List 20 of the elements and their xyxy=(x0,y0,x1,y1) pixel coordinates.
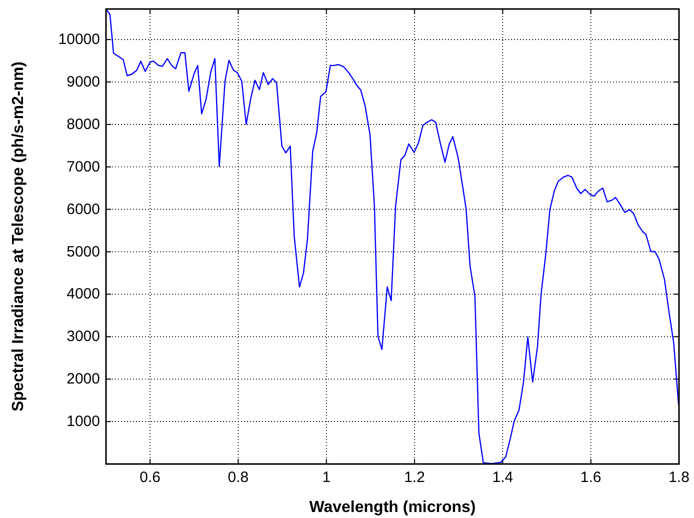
y-tick-label: 7000 xyxy=(66,158,100,176)
line-series xyxy=(105,8,680,464)
y-tick-label: 2000 xyxy=(66,370,100,388)
x-tick-label: 1.8 xyxy=(668,469,690,486)
y-tick-label: 9000 xyxy=(66,74,100,91)
y-tick-label: 8000 xyxy=(66,116,100,133)
y-tick-label: 4000 xyxy=(66,286,100,303)
x-tick-label: 1 xyxy=(322,469,331,486)
x-tick-label: 0.8 xyxy=(228,469,249,486)
y-tick-label: 1000 xyxy=(66,413,100,430)
x-axis-title: Wavelength (microns) xyxy=(309,499,476,516)
y-tick-label: 3000 xyxy=(66,328,100,346)
y-axis-title: Spectral Irradiance at Telescope (ph/s-m2-nm) xyxy=(10,61,27,412)
x-tick-label: 1.2 xyxy=(404,469,425,486)
x-tick-label: 0.6 xyxy=(140,469,161,486)
x-tick-label: 1.4 xyxy=(492,469,514,486)
y-tick-label: 6000 xyxy=(66,200,100,218)
y-tick-label: 5000 xyxy=(66,243,100,260)
x-tick-label: 1.6 xyxy=(580,469,602,486)
y-tick-label: 10000 xyxy=(58,31,100,48)
